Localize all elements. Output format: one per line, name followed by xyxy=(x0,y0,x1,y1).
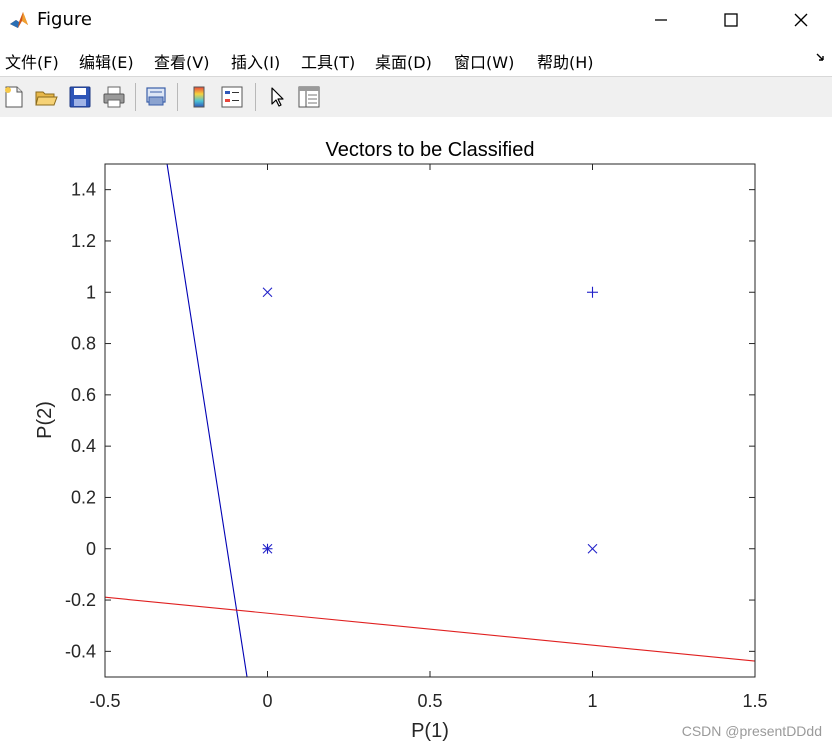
edit-plot-button[interactable] xyxy=(264,84,290,110)
y-tick-label: 0.2 xyxy=(71,487,96,507)
open-file-button[interactable] xyxy=(33,84,59,110)
x-tick-label: 1.5 xyxy=(742,691,767,711)
menu-file[interactable]: 文件(F) xyxy=(5,53,59,72)
colorbar-button[interactable] xyxy=(186,84,212,110)
menu-edit[interactable]: 编辑(E) xyxy=(79,53,134,72)
minimize-button[interactable] xyxy=(638,6,684,34)
menu-tools[interactable]: 工具(T) xyxy=(301,53,356,72)
print-preview-button[interactable] xyxy=(143,84,169,110)
x-tick-label: 0.5 xyxy=(417,691,442,711)
y-axis-label: P(2) xyxy=(34,401,56,439)
minimize-icon xyxy=(655,19,667,21)
decision-line-1 xyxy=(166,164,248,677)
x-axis-label: P(1) xyxy=(411,720,449,742)
figure-canvas: -0.5 0 0.5 1 1.5 -0.4 -0.2 0 0.2 0.4 0.6 0.8 1 1.2 1.4… xyxy=(0,117,832,748)
menu-insert[interactable]: 插入(I) xyxy=(231,53,281,72)
toolbar-separator xyxy=(177,83,178,111)
y-tick-label: -0.2 xyxy=(65,590,96,610)
new-figure-button[interactable] xyxy=(1,84,27,110)
data-point-x xyxy=(587,543,598,554)
y-tick-label: -0.4 xyxy=(65,641,96,661)
new-figure-icon xyxy=(5,86,23,108)
data-point-x xyxy=(262,287,273,298)
plot-svg: -0.5 0 0.5 1 1.5 -0.4 -0.2 0 0.2 0.4 0.6 0.8 1 1.2 1.4… xyxy=(34,139,768,742)
data-point-plus xyxy=(587,286,598,298)
edit-plot-arrow-icon xyxy=(271,87,284,107)
close-button[interactable] xyxy=(778,6,824,34)
menu-bar: 文件(F) 编辑(E) 查看(V) 插入(I) 工具(T) 桌面(D) 窗口(W… xyxy=(0,44,832,74)
property-inspector-button[interactable] xyxy=(296,84,322,110)
y-tick-label: 0 xyxy=(86,539,96,559)
menubar-dock-arrow-icon[interactable] xyxy=(814,50,828,66)
title-bar: Figure xyxy=(0,0,832,40)
toolbar-separator xyxy=(255,83,256,111)
legend-icon xyxy=(221,86,243,108)
menu-window[interactable]: 窗口(W) xyxy=(454,53,515,72)
y-tick-label: 1 xyxy=(86,282,96,302)
x-tick-label: 1 xyxy=(587,691,597,711)
close-icon xyxy=(794,13,808,27)
matlab-logo-icon xyxy=(8,9,30,31)
toolbar xyxy=(0,76,832,118)
print-icon xyxy=(103,86,125,108)
legend-button[interactable] xyxy=(219,84,245,110)
maximize-icon xyxy=(724,13,738,27)
menu-help[interactable]: 帮助(H) xyxy=(537,53,594,72)
window-title: Figure xyxy=(37,9,92,30)
axes-background xyxy=(105,164,755,677)
print-button[interactable] xyxy=(101,84,127,110)
print-preview-icon xyxy=(146,87,166,106)
y-tick-label: 0.6 xyxy=(71,385,96,405)
x-tick-label: 0 xyxy=(262,691,272,711)
y-tick-label: 1.2 xyxy=(71,231,96,251)
colorbar-icon xyxy=(193,86,205,108)
menu-desktop[interactable]: 桌面(D) xyxy=(375,53,432,72)
y-tick-label: 0.4 xyxy=(71,436,96,456)
axes-box xyxy=(104,163,756,678)
menu-view[interactable]: 查看(V) xyxy=(154,53,210,72)
data-point-asterisk xyxy=(262,543,273,554)
open-file-icon xyxy=(35,91,58,106)
toolbar-separator xyxy=(135,83,136,111)
property-inspector-icon xyxy=(298,86,320,108)
watermark: CSDN @presentDDdd xyxy=(681,723,822,739)
save-button[interactable] xyxy=(67,84,93,110)
chart-title: Vectors to be Classified xyxy=(326,139,535,161)
decision-line-2 xyxy=(105,596,755,662)
save-icon xyxy=(69,86,91,108)
y-tick-label: 0.8 xyxy=(71,334,96,354)
maximize-button[interactable] xyxy=(708,6,754,34)
x-tick-label: -0.5 xyxy=(89,691,120,711)
y-tick-label: 1.4 xyxy=(71,180,96,200)
